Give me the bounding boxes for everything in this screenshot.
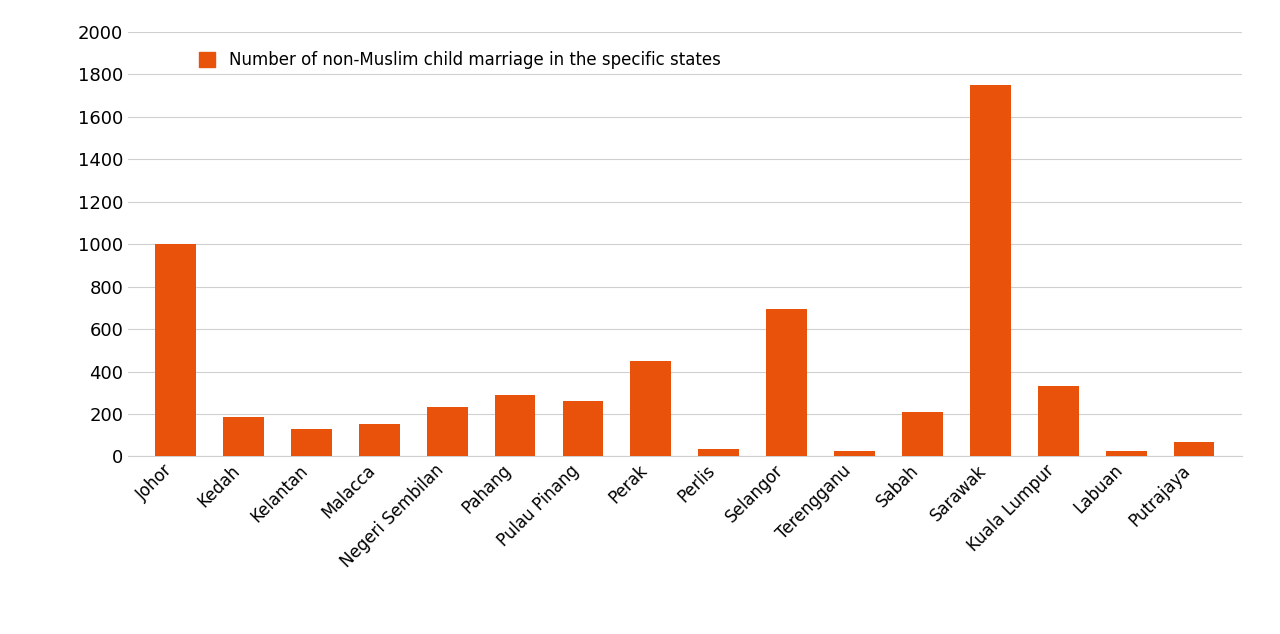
Bar (291, 429, 332, 456)
Bar (970, 85, 1011, 456)
Bar (1106, 451, 1147, 456)
Bar (699, 449, 739, 456)
Bar (902, 412, 943, 456)
Bar (223, 417, 264, 456)
Bar (155, 244, 196, 456)
Bar (494, 395, 535, 456)
Bar (631, 361, 671, 456)
Bar (767, 309, 806, 456)
Bar (835, 451, 876, 456)
Bar (1038, 386, 1079, 456)
Legend: Number of non-Muslim child marriage in the specific states: Number of non-Muslim child marriage in t… (192, 44, 727, 75)
Bar (1174, 442, 1215, 456)
Bar (358, 424, 399, 456)
Bar (563, 401, 603, 456)
Bar (426, 406, 467, 456)
